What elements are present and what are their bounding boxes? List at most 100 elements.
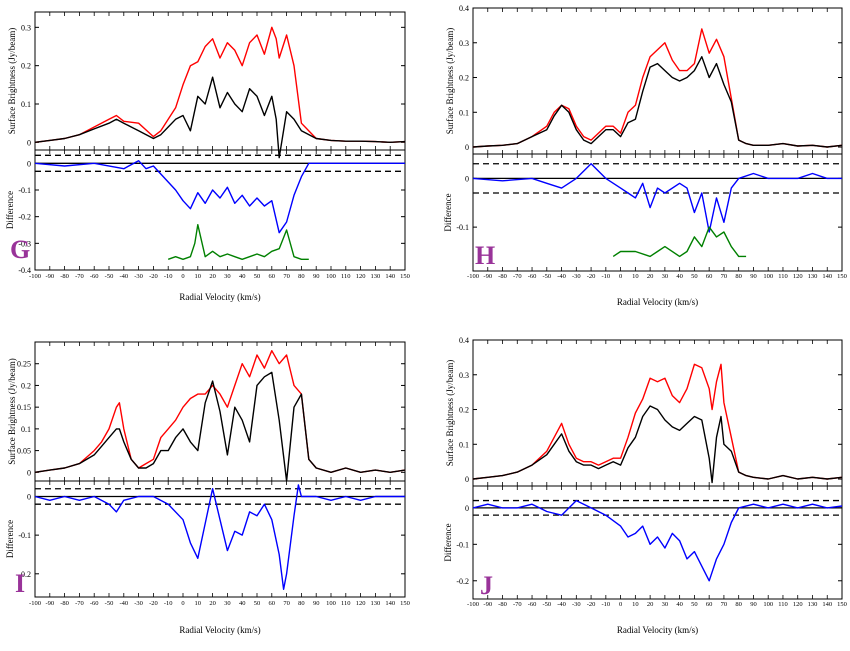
panel-G: 00.10.20.30-0.1-0.2-0.3-0.4-100 -90 -80 -70… [5, 11, 410, 302]
x-tick-label: -20 [149, 600, 158, 607]
x-tick-label: 140 [822, 601, 832, 608]
top-ytick-label: 0 [465, 143, 469, 152]
x-tick-label: 150 [400, 600, 410, 607]
x-tick-label: 130 [808, 273, 818, 280]
top-ytick-label: 0.1 [21, 425, 31, 434]
x-tick-label: 80 [298, 600, 305, 607]
x-tick-label: 70 [283, 273, 290, 280]
panel-letter: I [15, 569, 25, 598]
x-tick-label: -60 [528, 601, 537, 608]
x-tick-label: -60 [90, 273, 99, 280]
x-tick-label: 90 [750, 601, 757, 608]
top-series-0-line [472, 363, 843, 480]
bottom-series-0-line [34, 159, 405, 234]
x-tick-label: 30 [662, 601, 669, 608]
bottom-plot-frame [34, 480, 406, 598]
bottom-series-0-line [472, 163, 842, 233]
x-tick-label: -90 [45, 600, 54, 607]
x-tick-label: -50 [542, 273, 551, 280]
bottom-plot-frame [472, 153, 843, 272]
x-tick-label: 80 [298, 273, 305, 280]
x-tick-label: 140 [385, 600, 395, 607]
x-tick-label: 80 [735, 601, 742, 608]
x-tick-label: 150 [837, 273, 847, 280]
x-tick-label: -10 [602, 601, 611, 608]
bottom-ytick-label: -0.4 [18, 266, 31, 275]
top-ytick-label: 0.1 [459, 108, 469, 117]
top-ytick-label: 0.3 [459, 371, 469, 380]
x-tick-label: 40 [676, 601, 683, 608]
bottom-ytick-label: -0.1 [18, 186, 31, 195]
x-tick-label: -100 [467, 601, 479, 608]
panel-letter: G [10, 235, 30, 264]
x-tick-label: 120 [356, 273, 366, 280]
x-tick-label: -30 [134, 273, 143, 280]
x-tick-label: 40 [239, 600, 246, 607]
x-tick-label: 0 [181, 273, 184, 280]
x-tick-label: -70 [513, 601, 522, 608]
top-ytick-label: 0 [27, 468, 31, 477]
top-ytick-label: 0.2 [21, 62, 31, 71]
x-tick-label: 10 [632, 273, 639, 280]
top-ytick-label: 0.05 [17, 447, 31, 456]
x-tick-label: 130 [371, 273, 381, 280]
x-tick-label: 110 [778, 273, 788, 280]
panel-I: 00.050.10.150.20.250-0.1-0.2-100 -90 -80 -7… [5, 341, 410, 635]
top-ytick-label: 0.25 [17, 360, 31, 369]
x-tick-label: -40 [557, 601, 566, 608]
x-tick-label: -80 [498, 601, 507, 608]
top-ytick-label: 0.2 [459, 74, 469, 83]
x-tick-label: -30 [134, 600, 143, 607]
x-tick-label: 10 [195, 273, 202, 280]
bottom-y-axis-label: Difference [5, 191, 15, 229]
x-tick-label: -70 [513, 273, 522, 280]
x-tick-label: -80 [60, 273, 69, 280]
x-tick-label: 120 [356, 600, 366, 607]
x-tick-label: 60 [706, 273, 713, 280]
x-tick-label: 110 [778, 601, 788, 608]
top-ytick-label: 0.2 [459, 406, 469, 415]
bottom-ytick-label: -0.1 [456, 223, 469, 232]
x-tick-label: 100 [763, 273, 773, 280]
bottom-series-0-line [34, 484, 405, 590]
x-tick-label: 10 [195, 600, 202, 607]
x-tick-label: -20 [149, 273, 158, 280]
x-tick-label: 0 [181, 600, 184, 607]
x-tick-label: -20 [587, 601, 596, 608]
top-y-axis-label: Surface Brightness (Jy/beam) [7, 358, 17, 464]
x-tick-label: 60 [706, 601, 713, 608]
bottom-series-0-line [472, 499, 843, 582]
x-tick-label: 100 [326, 600, 336, 607]
top-y-axis-label: Surface Brightness (Jy/beam) [7, 28, 17, 134]
x-tick-label: 130 [371, 600, 381, 607]
top-plot-frame [472, 7, 843, 155]
x-tick-label: -10 [602, 273, 611, 280]
bottom-series-1-line [612, 226, 747, 258]
x-axis-label: Radial Velocity (km/s) [179, 292, 260, 302]
top-ytick-label: 0 [27, 138, 31, 147]
bottom-y-axis-label: Difference [443, 193, 453, 231]
bottom-ytick-label: -0.3 [18, 239, 31, 248]
x-tick-label: 150 [837, 601, 847, 608]
x-tick-label: -80 [60, 600, 69, 607]
x-tick-label: -90 [483, 601, 492, 608]
panel-letter: H [475, 241, 495, 270]
bottom-series-1-line [167, 223, 309, 260]
bottom-ytick-label: -0.1 [18, 531, 31, 540]
x-tick-label: 0 [619, 273, 622, 280]
top-ytick-label: 0.2 [21, 381, 31, 390]
top-ytick-label: 0.15 [17, 403, 31, 412]
bottom-ytick-label: -0.1 [456, 540, 469, 549]
x-tick-label: 150 [400, 273, 410, 280]
x-tick-label: 90 [313, 273, 320, 280]
x-tick-label: -40 [119, 600, 128, 607]
x-tick-label: 100 [763, 601, 773, 608]
x-tick-label: 110 [341, 600, 351, 607]
x-tick-label: -50 [542, 601, 551, 608]
x-tick-label: 70 [721, 601, 728, 608]
x-tick-label: -10 [164, 600, 173, 607]
bottom-y-axis-label: Difference [443, 523, 453, 561]
x-tick-label: 50 [254, 273, 261, 280]
x-tick-label: 30 [224, 600, 231, 607]
top-ytick-label: 0.1 [459, 440, 469, 449]
